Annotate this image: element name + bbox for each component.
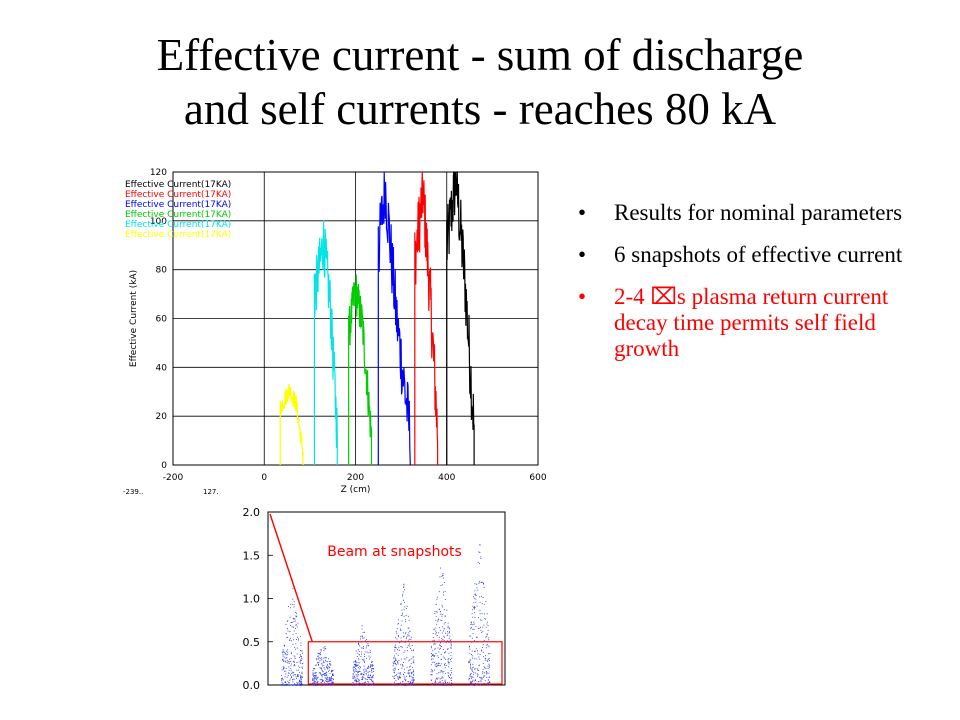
series-line [279, 383, 304, 466]
bullet-dot-icon: • [578, 200, 587, 225]
y-tick-label: 20 [156, 412, 168, 422]
x-tick-label: -200 [163, 473, 184, 483]
y-tick-label: 1.0 [243, 593, 261, 606]
y-tick-label: 1.5 [243, 549, 261, 562]
effective-current-chart: 0 20 40 60 80 100 120 -200 0 200 400 600 Z (cm) Effec… [123, 168, 547, 495]
y-tick-label: 120 [150, 168, 167, 178]
y-tick-label: 60 [156, 315, 168, 325]
bullet-text: 6 snapshots of effective current [614, 242, 903, 267]
series-line [377, 171, 411, 466]
title-line-1: Effective current - sum of discharge [156, 30, 804, 80]
y-tick-label: 80 [156, 266, 168, 276]
x-tick-label: 400 [438, 473, 455, 483]
annotation-box [307, 641, 503, 685]
legend-entry: Effective Current(17KA) [125, 180, 231, 190]
series-line [414, 171, 439, 466]
x-tick-label: 0 [261, 473, 267, 483]
slide-title: Effective current - sum of discharge and… [40, 28, 920, 136]
x-tick-label: 600 [529, 473, 546, 483]
x-axis-label: Z (cm) [341, 485, 371, 495]
scatter-points [311, 646, 335, 686]
scatter-points [392, 583, 415, 686]
bullet-dot-icon: • [578, 284, 587, 309]
legend-entry: Effective Current(17KA) [125, 210, 231, 220]
series-line [313, 220, 338, 466]
corner-label: -239.. [123, 488, 143, 495]
title-line-2: and self currents - reaches 80 kA [183, 84, 777, 134]
legend-entry: Effective Current(17KA) [125, 230, 231, 240]
y-tick-label: 0.0 [243, 679, 261, 692]
y-tick-label: 0.5 [243, 636, 261, 649]
y-axis-label: Effective Current (kA) [129, 270, 139, 367]
bullet-dot-icon: • [578, 242, 587, 267]
series-line [446, 171, 475, 466]
corner-label: 127. [203, 488, 219, 495]
bullet-item: • Results for nominal parameters [578, 200, 908, 226]
y-tick-label: 100 [150, 217, 167, 227]
bullet-text: Results for nominal parameters [614, 200, 903, 225]
annotation-pointer [269, 513, 313, 642]
bullet-list: • Results for nominal parameters • 6 sna… [578, 200, 908, 378]
y-tick-label: 0 [161, 461, 167, 471]
x-tick-label: 200 [347, 473, 364, 483]
bullet-text: 2-4 ⌧s plasma return current decay time … [614, 284, 889, 361]
y-tick-label: 40 [156, 363, 168, 373]
legend-entry: Effective Current(17KA) [125, 220, 231, 230]
legend-entry: Effective Current(17KA) [125, 200, 231, 210]
legend-entry: Effective Current(17KA) [125, 190, 231, 200]
y-tick-label: 2.0 [243, 506, 261, 519]
series-line [348, 274, 373, 466]
annotation-label: Beam at snapshots [327, 544, 462, 560]
beam-snapshot-chart: 0.0 0.5 1.0 1.5 2.0 Beam at snapshots [243, 506, 506, 692]
plot-frame [267, 511, 506, 686]
bullet-item: • 6 snapshots of effective current [578, 242, 908, 268]
bullet-item: • 2-4 ⌧s plasma return current decay tim… [578, 284, 908, 362]
